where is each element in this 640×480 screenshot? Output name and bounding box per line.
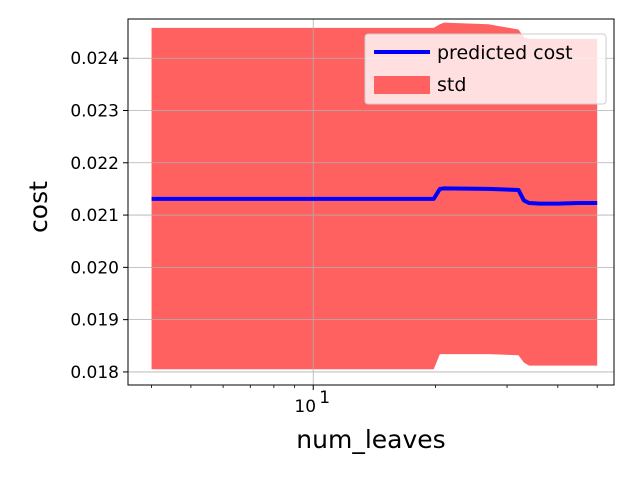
y-tick-label: 0.019 <box>70 311 119 331</box>
x-tick-label-exponent: 1 <box>319 388 330 408</box>
predicted-cost-line <box>151 186 598 206</box>
x-axis-title: num_leaves <box>296 425 445 454</box>
y-tick-label: 0.024 <box>70 49 119 69</box>
legend-label-std: std <box>437 74 466 96</box>
legend-patch-swatch <box>374 76 430 94</box>
x-tick-label: 10 <box>294 397 316 417</box>
legend-label-predicted-cost: predicted cost <box>437 42 573 64</box>
y-tick-label: 0.018 <box>70 363 119 383</box>
plot-frame <box>127 18 615 386</box>
legend: predicted cost std <box>364 33 607 105</box>
y-tick-label: 0.021 <box>70 206 119 226</box>
y-tick-label: 0.020 <box>70 258 119 278</box>
line-layer <box>151 186 598 206</box>
x-ticks: 10 1 <box>151 385 598 417</box>
y-tick-label: 0.023 <box>70 102 119 122</box>
std-band-layer <box>151 22 598 370</box>
std-band-area <box>151 22 598 370</box>
y-ticks: 0.018 0.019 0.020 0.021 0.022 0.023 0.024 <box>70 49 128 383</box>
y-tick-label: 0.022 <box>70 154 119 174</box>
y-axis-title: cost <box>24 181 53 233</box>
